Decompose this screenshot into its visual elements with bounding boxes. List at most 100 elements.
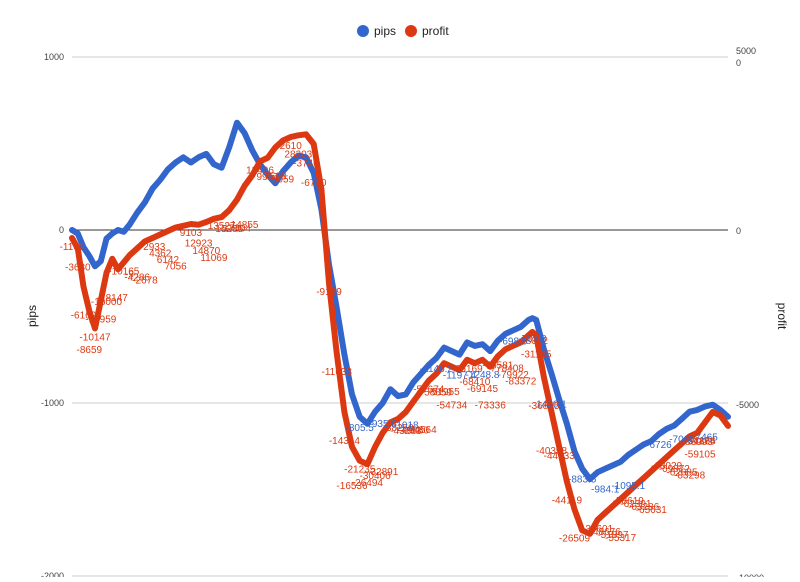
data-point-pips	[311, 170, 316, 176]
profit-data-label: -778408	[487, 363, 524, 374]
data-point-profit	[480, 357, 485, 362]
data-point-profit	[326, 281, 332, 286]
data-point-profit	[649, 468, 654, 474]
profit-data-label: -10147	[79, 332, 111, 343]
right-axis-title: profit	[775, 303, 789, 330]
data-point-pips	[127, 222, 132, 227]
data-point-profit	[710, 409, 715, 415]
data-point-pips	[173, 160, 178, 165]
pips-data-label: -1018	[393, 420, 419, 431]
data-point-pips	[69, 227, 75, 233]
data-point-profit	[572, 507, 577, 512]
data-point-profit	[441, 361, 447, 366]
data-point-profit	[534, 333, 539, 338]
legend-label-profit: profit	[422, 24, 449, 38]
data-point-pips	[188, 160, 194, 165]
data-point-pips	[388, 387, 393, 392]
data-point-profit	[426, 378, 431, 383]
data-point-pips	[403, 392, 408, 397]
data-point-profit	[319, 187, 324, 192]
data-point-profit	[564, 479, 570, 484]
data-point-profit	[618, 496, 623, 502]
data-point-profit	[87, 308, 92, 314]
data-point-profit	[541, 375, 547, 380]
data-point-profit	[679, 441, 685, 446]
data-point-profit	[135, 246, 140, 251]
data-point-profit	[687, 434, 692, 439]
data-point-pips	[457, 352, 462, 357]
data-point-pips	[526, 317, 531, 323]
data-point-pips	[92, 264, 98, 269]
left-tick-label: -1000	[41, 398, 64, 408]
pips-data-label: -698.5	[499, 336, 528, 347]
profit-data-label: 7508	[264, 172, 287, 183]
profit-data-label: 13527	[208, 221, 236, 232]
data-point-pips	[480, 342, 485, 347]
data-point-pips	[488, 348, 493, 354]
data-point-profit	[334, 350, 339, 355]
data-point-pips	[121, 229, 127, 234]
data-point-profit	[204, 219, 209, 225]
profit-data-label: -2678	[132, 275, 158, 286]
data-point-profit	[127, 253, 132, 258]
data-point-profit	[725, 423, 731, 429]
profit-data-label: -31145	[521, 349, 552, 360]
data-point-pips	[518, 324, 523, 330]
data-point-profit	[488, 364, 493, 369]
data-point-profit	[656, 462, 662, 467]
profit-data-label: -36845	[528, 401, 560, 412]
data-point-pips	[695, 407, 700, 413]
data-point-profit	[303, 132, 309, 137]
data-point-pips	[87, 253, 92, 259]
profit-data-label: 2610	[280, 141, 303, 152]
profit-data-label: -28002	[517, 336, 549, 347]
pips-data-label: -984.1	[591, 485, 620, 496]
data-point-pips	[234, 120, 240, 125]
right-tick-label: 0	[736, 226, 741, 236]
data-point-profit	[664, 455, 669, 460]
data-point-pips	[196, 155, 201, 160]
data-point-profit	[365, 462, 370, 467]
data-point-pips	[626, 452, 631, 458]
profit-data-label: -26494	[352, 478, 384, 489]
profit-data-label: -1101	[60, 242, 85, 253]
data-point-pips	[664, 426, 669, 432]
pips-data-label: 1430.1	[536, 400, 567, 411]
profit-data-label: 12406	[246, 165, 274, 176]
data-point-profit	[702, 420, 708, 425]
data-point-profit	[349, 444, 355, 449]
profit-data-label: -44033	[544, 451, 576, 462]
profit-data-label: 11069	[200, 253, 228, 264]
profit-data-label: -65169	[452, 364, 484, 375]
left-tick-label: -2000	[41, 571, 64, 577]
data-point-pips	[142, 200, 148, 205]
left-tick-label: 1000	[44, 52, 64, 62]
profit-data-label: -44119	[552, 496, 583, 507]
pips-data-label: -805.5	[346, 423, 375, 434]
profit-data-label: -40398	[536, 446, 568, 457]
data-point-profit	[81, 284, 86, 289]
profit-data-label: -49880	[398, 426, 430, 437]
data-point-profit	[75, 246, 81, 251]
data-point-profit	[181, 223, 186, 228]
pips-data-label: -7068	[669, 435, 695, 446]
data-point-profit	[403, 409, 408, 415]
data-point-pips	[572, 449, 577, 454]
pips-data-label: -1146.2	[420, 364, 454, 375]
profit-data-label: 14870	[192, 246, 220, 257]
data-point-pips	[265, 172, 270, 177]
data-point-profit	[472, 361, 477, 366]
profit-data-label: 7056	[164, 262, 187, 273]
data-point-profit	[526, 333, 531, 338]
data-point-pips	[211, 162, 217, 167]
pips-data-label: -1197.4	[443, 371, 477, 382]
profit-data-label: -21235	[344, 465, 376, 476]
data-point-pips	[549, 371, 554, 376]
pips-data-label: -883.5	[568, 475, 597, 486]
data-point-profit	[273, 145, 278, 150]
data-point-profit	[173, 225, 178, 230]
data-point-profit	[121, 260, 127, 265]
profit-data-label: 6142	[157, 255, 180, 266]
profit-data-label: 28203	[284, 149, 312, 160]
